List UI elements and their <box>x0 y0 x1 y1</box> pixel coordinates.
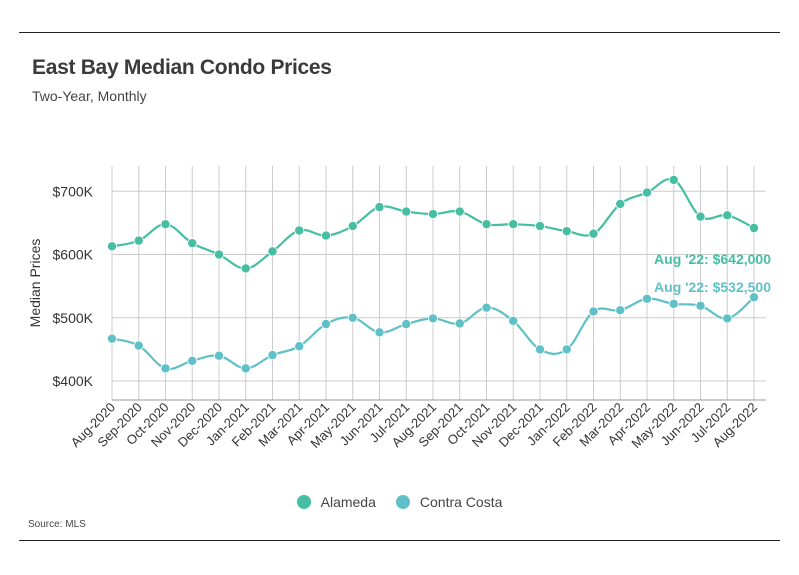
data-point-alameda <box>294 225 305 236</box>
legend-swatch-alameda <box>296 495 311 509</box>
legend-label-alameda: Alameda <box>320 494 376 510</box>
data-point-alameda <box>535 221 546 232</box>
data-point-contra-costa <box>401 319 412 330</box>
chart-title: East Bay Median Condo Prices <box>32 56 332 79</box>
source-note: Source: MLS <box>28 519 86 530</box>
y-tick-label: $400K <box>53 373 94 389</box>
data-point-alameda <box>749 222 760 233</box>
legend-item-contra-costa: Contra Costa <box>395 494 503 510</box>
y-tick-label: $600K <box>53 247 94 263</box>
data-point-contra-costa <box>267 350 278 361</box>
data-point-contra-costa <box>508 315 519 326</box>
data-point-alameda <box>133 235 144 246</box>
data-point-contra-costa <box>722 313 733 324</box>
series-alameda <box>107 174 760 274</box>
data-point-alameda <box>508 219 519 230</box>
data-point-alameda <box>187 238 198 249</box>
annotation-alameda: Aug '22: $642,000 <box>654 251 771 267</box>
annotation-contra-costa: Aug '22: $532,500 <box>654 279 771 295</box>
data-point-alameda <box>320 230 331 241</box>
data-point-alameda <box>454 206 465 217</box>
data-point-contra-costa <box>695 300 706 311</box>
data-point-contra-costa <box>240 363 251 374</box>
data-point-alameda <box>347 221 358 232</box>
data-point-alameda <box>401 206 412 217</box>
data-point-alameda <box>267 246 278 257</box>
data-point-alameda <box>160 219 171 230</box>
top-rule <box>19 32 780 33</box>
data-point-contra-costa <box>347 312 358 323</box>
data-point-contra-costa <box>107 333 118 344</box>
data-point-alameda <box>427 209 438 220</box>
data-point-contra-costa <box>668 298 679 309</box>
data-point-contra-costa <box>561 344 572 355</box>
data-point-contra-costa <box>749 292 760 303</box>
y-tick-label: $700K <box>53 183 94 199</box>
data-point-contra-costa <box>320 319 331 330</box>
y-tick-label: $500K <box>53 310 94 326</box>
data-point-contra-costa <box>427 313 438 324</box>
data-point-alameda <box>668 174 679 185</box>
data-point-alameda <box>374 202 385 213</box>
data-point-contra-costa <box>535 344 546 355</box>
data-point-contra-costa <box>160 363 171 374</box>
data-point-alameda <box>615 198 626 209</box>
data-point-alameda <box>642 187 653 198</box>
chart-subtitle: Two-Year, Monthly <box>32 88 147 104</box>
data-point-alameda <box>213 249 224 260</box>
data-point-alameda <box>240 263 251 274</box>
data-point-contra-costa <box>481 302 492 313</box>
data-point-contra-costa <box>588 306 599 317</box>
data-point-alameda <box>722 210 733 221</box>
series-contra-costa <box>107 292 760 374</box>
data-point-alameda <box>561 226 572 237</box>
data-point-contra-costa <box>454 318 465 329</box>
y-axis-title: Median Prices <box>27 239 43 328</box>
data-point-contra-costa <box>374 327 385 338</box>
data-point-contra-costa <box>642 293 653 304</box>
data-point-alameda <box>481 219 492 230</box>
legend-swatch-contra-costa <box>395 495 410 509</box>
bottom-rule <box>19 540 780 541</box>
legend-label-contra-costa: Contra Costa <box>419 494 503 510</box>
data-point-contra-costa <box>294 341 305 352</box>
legend-item-alameda: Alameda <box>296 494 376 510</box>
data-point-contra-costa <box>615 305 626 316</box>
data-point-alameda <box>588 228 599 239</box>
data-point-alameda <box>695 211 706 222</box>
legend: Alameda Contra Costa <box>0 494 799 510</box>
data-point-contra-costa <box>133 340 144 351</box>
data-point-contra-costa <box>187 355 198 366</box>
data-point-alameda <box>107 241 118 252</box>
data-point-contra-costa <box>213 350 224 361</box>
